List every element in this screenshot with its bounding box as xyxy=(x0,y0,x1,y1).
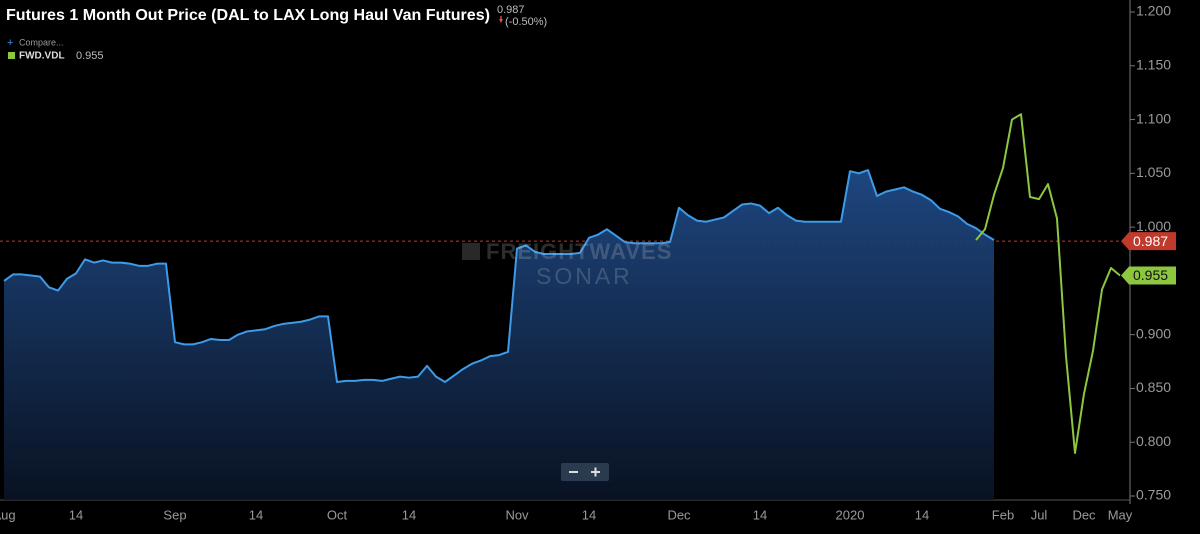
x-tick-label: Feb xyxy=(992,507,1014,522)
watermark: FREIGHTWAVES SONAR xyxy=(462,239,672,289)
x-tick-label: May xyxy=(1108,507,1133,522)
watermark-text: FREIGHTWAVES xyxy=(486,239,672,264)
x-tick-label: Sep xyxy=(163,507,186,522)
watermark-text: SONAR xyxy=(536,263,633,289)
y-tick-label: 0.850 xyxy=(1136,379,1171,395)
y-tick-label: 0.900 xyxy=(1136,325,1171,341)
compare-icon[interactable]: + xyxy=(7,37,13,49)
x-tick-label: Nov xyxy=(505,507,529,522)
y-tick-label: 0.750 xyxy=(1136,487,1171,503)
compare-button[interactable]: Compare... xyxy=(19,37,64,47)
zoom-bar xyxy=(561,463,609,481)
x-tick-label: Dec xyxy=(667,507,691,522)
y-tick-label: 1.150 xyxy=(1136,56,1171,72)
change-label: (-0.50%) xyxy=(505,16,547,28)
down-arrow-icon xyxy=(499,16,503,23)
value-badge xyxy=(1121,266,1176,285)
y-tick-label: 1.100 xyxy=(1136,110,1171,126)
y-tick-label: 0.800 xyxy=(1136,433,1171,449)
watermark-logo xyxy=(462,243,480,260)
x-tick-label: 14 xyxy=(582,507,596,522)
area xyxy=(4,170,994,500)
line xyxy=(3,169,995,383)
legend-swatch xyxy=(8,52,15,59)
x-tick-label: 2020 xyxy=(836,507,865,522)
value-badge-label: 0.955 xyxy=(1133,267,1168,283)
x-tick-label: 14 xyxy=(69,507,83,522)
value-badge xyxy=(1121,232,1176,251)
x-tick-label: 14 xyxy=(753,507,767,522)
legend-label: FWD.VDL xyxy=(19,51,65,62)
x-tick-label: 14 xyxy=(915,507,929,522)
value-badge-label: 0.987 xyxy=(1133,233,1168,249)
x-tick-label: 14 xyxy=(249,507,263,522)
chart-title: Futures 1 Month Out Price (DAL to LAX Lo… xyxy=(6,7,490,24)
x-tick-label: Aug xyxy=(0,507,16,522)
line xyxy=(975,113,1121,454)
y-tick-label: 1.200 xyxy=(1136,3,1171,19)
zoom-controls xyxy=(561,463,609,481)
x-tick-label: Oct xyxy=(327,507,348,522)
x-tick-label: Jul xyxy=(1031,507,1048,522)
y-tick-label: 1.050 xyxy=(1136,164,1171,180)
legend-value: 0.955 xyxy=(76,50,104,62)
last-value: 0.987 xyxy=(497,4,525,16)
y-tick-label: 1.000 xyxy=(1136,218,1171,234)
x-tick-label: 14 xyxy=(402,507,416,522)
x-tick-label: Dec xyxy=(1072,507,1096,522)
plot-area xyxy=(0,0,1135,504)
